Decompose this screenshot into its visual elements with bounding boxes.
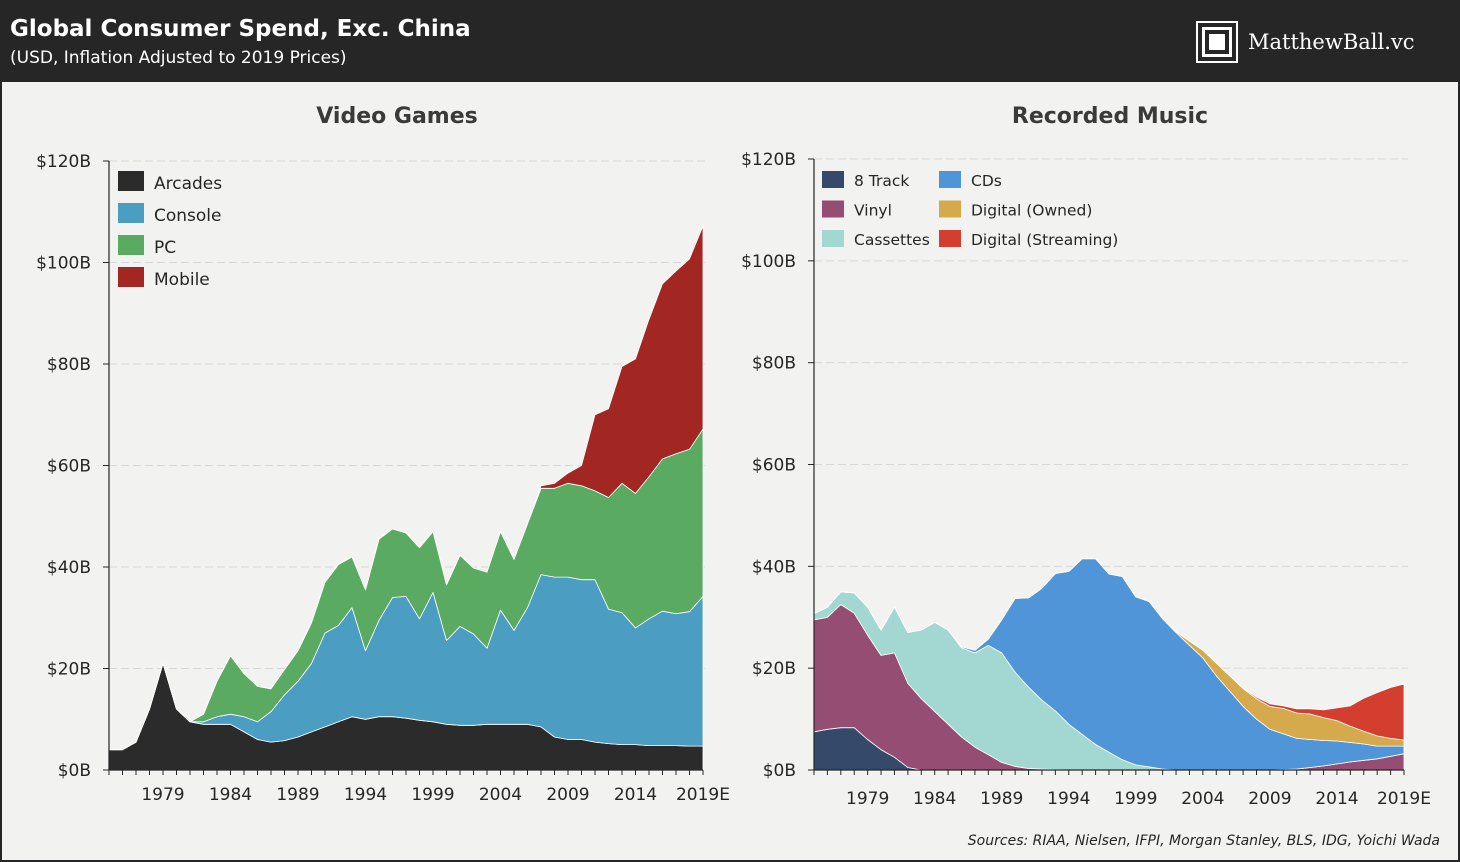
- page-title: Global Consumer Spend, Exc. China: [10, 16, 471, 42]
- music-y-tick-label: $100B: [741, 252, 796, 272]
- music-y-tick-label: $20B: [752, 659, 796, 679]
- music-legend-swatch-8-track: [822, 171, 844, 188]
- games-legend-swatch-console: [118, 203, 144, 223]
- games-legend-swatch-mobile: [118, 267, 144, 287]
- games-y-tick-label: $120B: [36, 152, 91, 172]
- music-x-tick-label: 2009: [1248, 789, 1291, 809]
- games-area-mobile: [108, 225, 704, 751]
- brand: MatthewBall.vc: [1196, 19, 1415, 65]
- music-legend-label-8-track: 8 Track: [854, 172, 909, 190]
- music-x-tick-label: 1989: [980, 789, 1023, 809]
- games-x-tick-label: 2004: [479, 785, 522, 805]
- games-x-tick-label: 1999: [411, 785, 454, 805]
- games-x-tick-label: 1994: [344, 785, 387, 805]
- games-y-tick-label: $0B: [58, 761, 91, 781]
- music-legend-label-digital-owned: Digital (Owned): [971, 202, 1092, 220]
- music-legend-swatch-digital-streaming: [939, 230, 961, 247]
- brand-name: MatthewBall.vc: [1248, 30, 1415, 54]
- music-legend-label-digital-streaming: Digital (Streaming): [971, 231, 1118, 249]
- games-x-tick-label: 2019E: [676, 785, 730, 805]
- source-note: Sources: RIAA, Nielsen, IFPI, Morgan Sta…: [967, 833, 1440, 849]
- games-x-tick-label: 1989: [276, 785, 319, 805]
- music-legend-label-cassettes: Cassettes: [854, 231, 930, 249]
- music-y-tick-label: $120B: [741, 150, 796, 170]
- music-legend-swatch-vinyl: [822, 200, 844, 218]
- music-legend-swatch-cds: [939, 171, 961, 188]
- music-x-tick-label: 2004: [1181, 789, 1224, 809]
- games-x-tick-label: 2009: [546, 785, 589, 805]
- music-x-tick-label: 1994: [1047, 789, 1090, 809]
- games-x-tick-label: 1984: [209, 785, 252, 805]
- games-legend-swatch-arcades: [118, 171, 144, 191]
- music-legend-label-vinyl: Vinyl: [854, 202, 892, 220]
- games-legend-swatch-pc: [118, 235, 144, 255]
- music-y-tick-label: $80B: [752, 354, 796, 374]
- recorded-music-title: Recorded Music: [1011, 104, 1209, 129]
- music-legend-label-cds: CDs: [971, 172, 1002, 190]
- games-y-tick-label: $80B: [47, 355, 91, 375]
- page-subtitle: (USD, Inflation Adjusted to 2019 Prices): [10, 48, 347, 68]
- games-y-tick-label: $60B: [47, 457, 91, 477]
- games-y-tick-label: $20B: [47, 660, 91, 680]
- music-x-tick-label: 1979: [846, 789, 889, 809]
- video-games-title: Video Games: [316, 104, 478, 129]
- games-legend-label-console: Console: [154, 206, 222, 226]
- games-legend-label-arcades: Arcades: [154, 174, 222, 194]
- games-legend-label-mobile: Mobile: [154, 270, 210, 290]
- music-y-tick-label: $60B: [752, 456, 796, 476]
- music-area-digital-streaming: [813, 558, 1405, 741]
- games-y-tick-label: $40B: [47, 558, 91, 578]
- games-legend-label-pc: PC: [154, 238, 176, 258]
- games-x-tick-label: 1979: [141, 785, 184, 805]
- music-x-tick-label: 2019E: [1377, 789, 1431, 809]
- header-bar: Global Consumer Spend, Exc. China (USD, …: [2, 2, 1458, 82]
- music-x-tick-label: 1984: [913, 789, 956, 809]
- games-y-tick-label: $100B: [36, 254, 91, 274]
- music-x-tick-label: 2014: [1315, 789, 1358, 809]
- music-legend-swatch-digital-owned: [939, 200, 961, 218]
- music-legend-swatch-cassettes: [822, 230, 844, 247]
- games-x-tick-label: 2014: [614, 785, 657, 805]
- music-x-tick-label: 1999: [1114, 789, 1157, 809]
- music-y-tick-label: $40B: [752, 557, 796, 577]
- brand-logo-icon: [1196, 21, 1238, 63]
- music-y-tick-label: $0B: [763, 761, 796, 781]
